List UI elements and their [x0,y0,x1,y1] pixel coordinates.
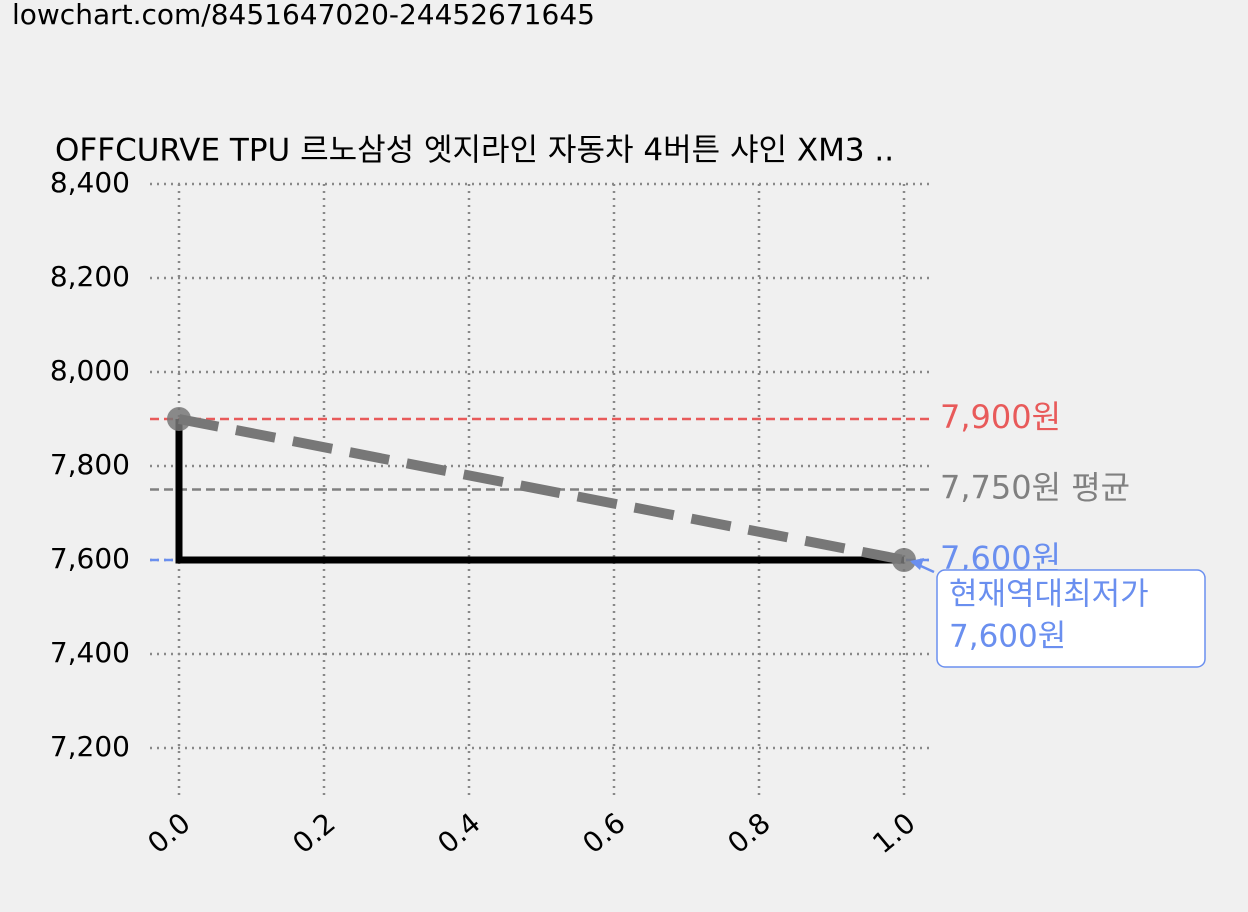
x-tick-label: 0.2 [286,806,341,860]
point [167,407,191,431]
reference-label: 7,750원 평균 [940,469,1130,507]
x-tick-label: 0.0 [141,806,196,860]
annotation-box [936,569,1206,668]
chart-title: OFFCURVE TPU 르노삼성 엣지라인 자동차 4버튼 샤인 XM3 .. [55,133,894,169]
reference-label: 7,900원 [940,398,1061,436]
x-tick-label: 0.6 [576,806,631,860]
series-line [175,419,904,564]
y-tick-label: 8,200 [50,260,130,293]
y-tick-label: 7,600 [50,542,130,575]
annotation-text: 7,600원 [949,619,1066,655]
x-tick-label: 0.8 [721,806,776,860]
x-tick-label: 0.4 [431,806,486,860]
y-tick-label: 7,200 [50,730,130,763]
y-tick-label: 8,000 [50,354,130,387]
annotation-text: 현재역대최저가 [949,577,1149,613]
y-tick-label: 8,400 [50,166,130,199]
point [892,548,916,572]
annotation-arrowhead [910,558,924,570]
y-tick-label: 7,400 [50,636,130,669]
url: lowchart.com/8451647020-24452671645 [12,0,595,31]
series-line [178,414,905,565]
x-tick-label: 1.0 [866,806,921,860]
y-tick-label: 7,800 [50,448,130,481]
